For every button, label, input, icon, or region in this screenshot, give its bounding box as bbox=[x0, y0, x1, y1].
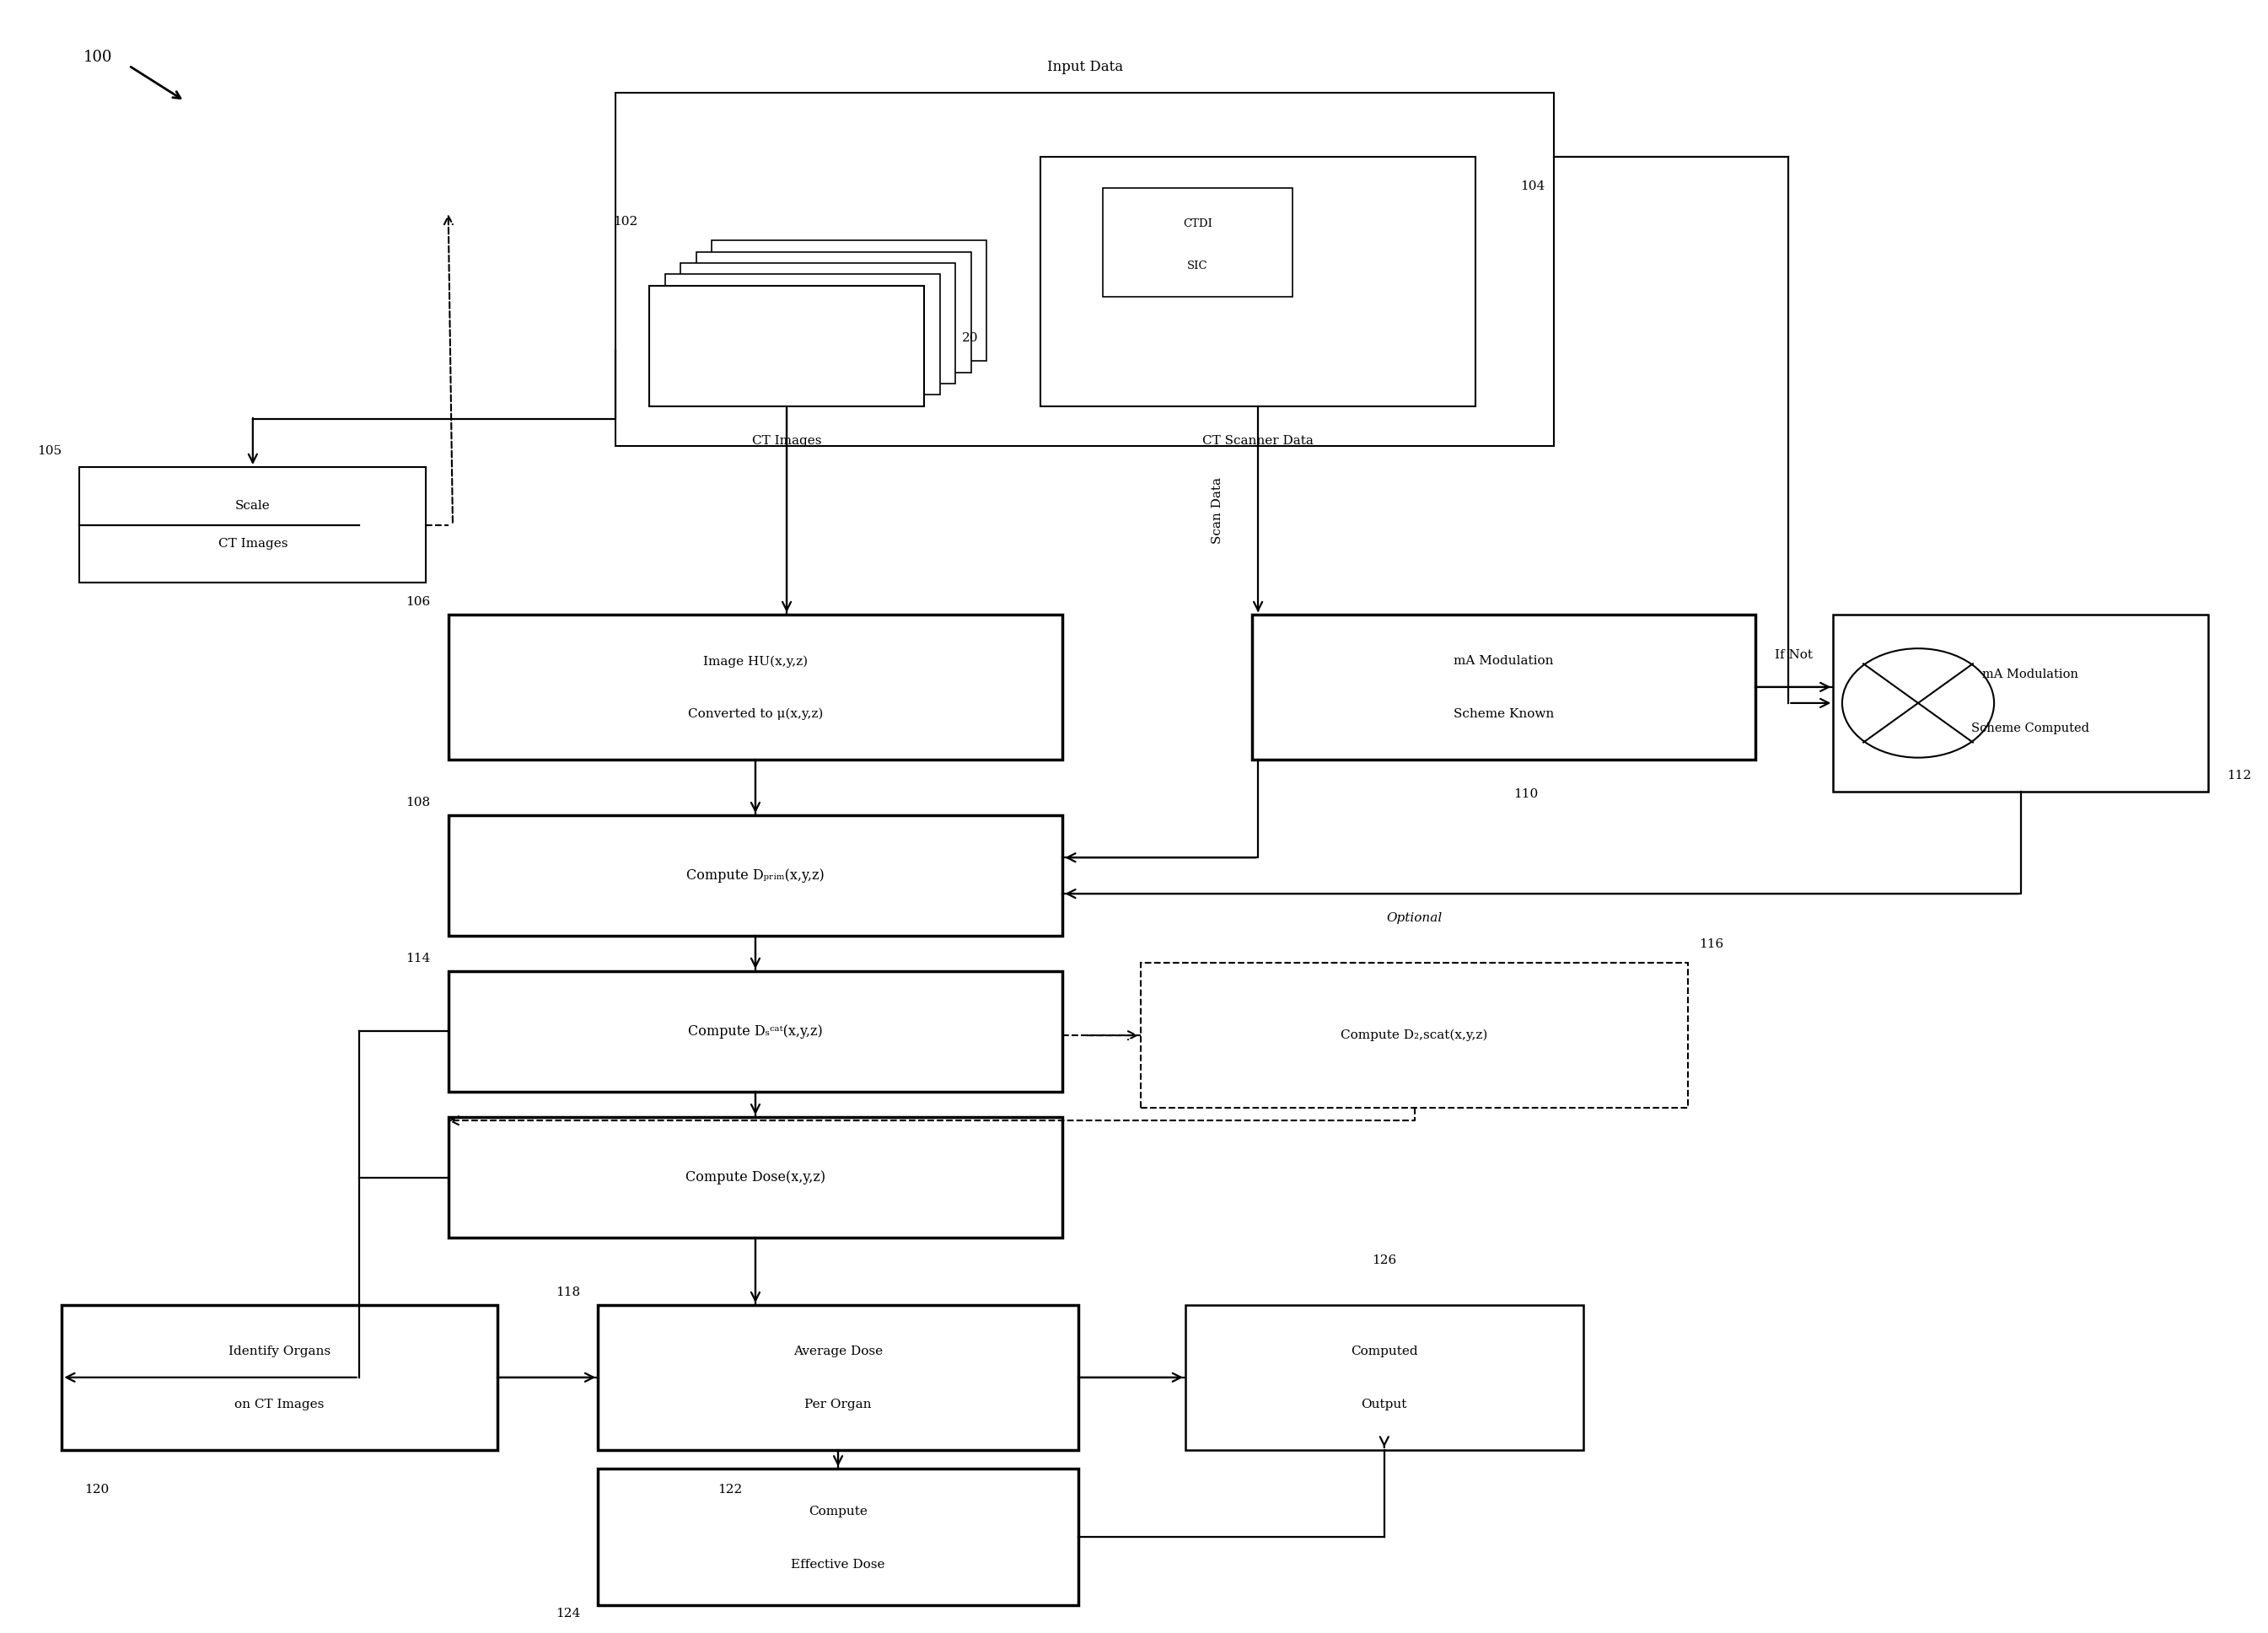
Polygon shape bbox=[599, 1305, 1077, 1450]
Polygon shape bbox=[649, 286, 923, 407]
Text: 108: 108 bbox=[406, 797, 431, 808]
Text: 118: 118 bbox=[556, 1287, 581, 1298]
Text: 100: 100 bbox=[84, 51, 111, 65]
Text: 114: 114 bbox=[406, 952, 431, 963]
Text: Scheme Computed: Scheme Computed bbox=[1971, 723, 2089, 735]
Text: 105: 105 bbox=[36, 446, 61, 457]
Text: Scan Data: Scan Data bbox=[1211, 477, 1225, 544]
Text: CTDI: CTDI bbox=[1184, 219, 1213, 229]
Text: Compute Dose(x,y,z): Compute Dose(x,y,z) bbox=[685, 1171, 826, 1184]
Text: Scale: Scale bbox=[236, 500, 270, 511]
Text: 116: 116 bbox=[1699, 937, 1724, 950]
Text: CT Images: CT Images bbox=[218, 539, 288, 550]
Polygon shape bbox=[1141, 963, 1687, 1107]
Text: Effective Dose: Effective Dose bbox=[792, 1558, 885, 1571]
Text: 110: 110 bbox=[1513, 789, 1538, 800]
Text: Compute: Compute bbox=[810, 1506, 869, 1517]
Text: 102: 102 bbox=[612, 216, 637, 227]
Polygon shape bbox=[599, 1470, 1077, 1605]
Text: Optional: Optional bbox=[1386, 913, 1442, 924]
Text: Image HU(x,y,z): Image HU(x,y,z) bbox=[703, 655, 807, 668]
Text: Compute Dₛᶜᵃᵗ(x,y,z): Compute Dₛᶜᵃᵗ(x,y,z) bbox=[687, 1024, 823, 1039]
Text: Average Dose: Average Dose bbox=[794, 1346, 882, 1357]
Polygon shape bbox=[680, 263, 955, 384]
Text: Compute D₂,scat(x,y,z): Compute D₂,scat(x,y,z) bbox=[1340, 1029, 1488, 1042]
Polygon shape bbox=[61, 1305, 497, 1450]
Text: 124: 124 bbox=[556, 1607, 581, 1620]
Polygon shape bbox=[696, 251, 971, 372]
Text: Input Data: Input Data bbox=[1048, 60, 1123, 75]
Text: mA Modulation: mA Modulation bbox=[1982, 668, 2077, 679]
Text: 126: 126 bbox=[1372, 1254, 1397, 1266]
Polygon shape bbox=[79, 467, 426, 583]
Text: 112: 112 bbox=[2227, 769, 2252, 781]
Polygon shape bbox=[449, 815, 1064, 936]
Polygon shape bbox=[1252, 614, 1755, 759]
Polygon shape bbox=[712, 240, 987, 361]
Polygon shape bbox=[1833, 614, 2209, 792]
Text: mA Modulation: mA Modulation bbox=[1454, 655, 1554, 668]
Text: 120: 120 bbox=[84, 1484, 109, 1496]
Text: Compute Dₚᵣᵢₘ(x,y,z): Compute Dₚᵣᵢₘ(x,y,z) bbox=[687, 869, 826, 883]
Text: CT Scanner Data: CT Scanner Data bbox=[1202, 436, 1313, 447]
Polygon shape bbox=[665, 274, 939, 395]
Polygon shape bbox=[617, 93, 1554, 446]
Text: If Not: If Not bbox=[1776, 648, 1812, 661]
Polygon shape bbox=[449, 972, 1064, 1091]
Polygon shape bbox=[1041, 157, 1476, 407]
Text: 122: 122 bbox=[719, 1484, 742, 1496]
Polygon shape bbox=[1102, 188, 1293, 297]
Text: Converted to μ(x,y,z): Converted to μ(x,y,z) bbox=[687, 709, 823, 720]
Text: Per Organ: Per Organ bbox=[805, 1399, 871, 1411]
Text: Computed: Computed bbox=[1352, 1346, 1418, 1357]
Text: 20: 20 bbox=[962, 331, 978, 343]
Text: on CT Images: on CT Images bbox=[236, 1399, 324, 1411]
Text: 104: 104 bbox=[1520, 180, 1545, 193]
Text: 106: 106 bbox=[406, 596, 431, 607]
Text: Scheme Known: Scheme Known bbox=[1454, 709, 1554, 720]
Text: SIC: SIC bbox=[1188, 261, 1209, 271]
Polygon shape bbox=[449, 1117, 1064, 1238]
Polygon shape bbox=[449, 614, 1064, 759]
Text: CT Images: CT Images bbox=[753, 436, 821, 447]
Text: Output: Output bbox=[1361, 1399, 1406, 1411]
Text: Identify Organs: Identify Organs bbox=[229, 1346, 331, 1357]
Polygon shape bbox=[1186, 1305, 1583, 1450]
